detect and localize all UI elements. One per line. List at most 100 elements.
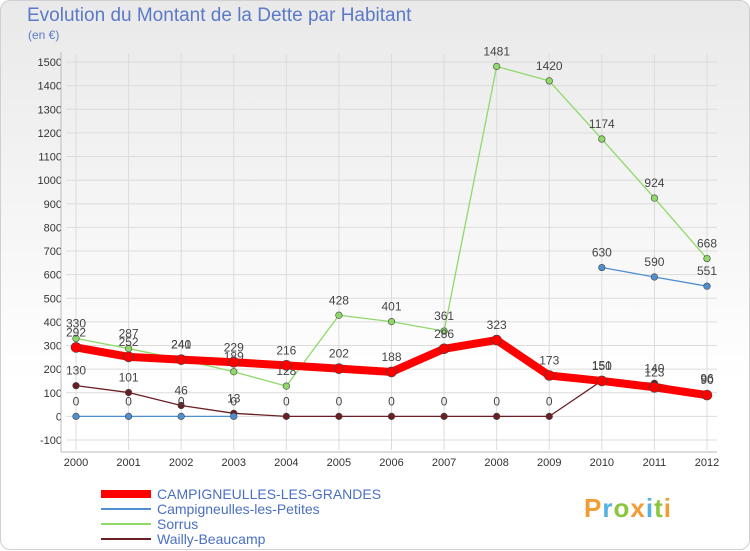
data-label-wailly-beaucamp: 101: [119, 371, 139, 385]
data-point-wailly-beaucamp: [493, 412, 501, 420]
data-point-campigneulles-les-grandes: [596, 375, 608, 387]
legend-swatch: [101, 490, 151, 498]
legend-swatch: [101, 523, 151, 525]
data-label-campigneulles-les-grandes: 240: [171, 338, 191, 352]
data-label-wailly-beaucamp: 151: [592, 359, 612, 373]
data-label-campigneulles-les-grandes: 216: [276, 343, 296, 357]
y-tick-label: 200: [44, 364, 62, 376]
data-point-sorrus: [335, 311, 343, 319]
x-tick-label: 2001: [116, 457, 140, 469]
y-tick-label: 800: [44, 222, 62, 234]
data-label-sorrus: 1174: [589, 117, 615, 131]
data-point-campigneulles-les-grandes: [543, 370, 555, 381]
data-label-wailly-beaucamp: 46: [174, 384, 188, 398]
y-tick-label: 700: [44, 246, 62, 258]
data-label-wailly-beaucamp: 0: [493, 394, 500, 408]
y-tick-label: 1100: [38, 152, 62, 164]
data-label-sorrus: 1420: [536, 59, 563, 73]
x-tick-label: 2002: [169, 457, 193, 469]
x-tick-label: 2012: [695, 457, 719, 469]
data-label-campigneulles-les-petites: 630: [592, 246, 612, 260]
legend-label: Wailly-Beaucamp: [157, 531, 266, 547]
legend-item: Wailly-Beaucamp: [101, 531, 265, 547]
data-label-campigneulles-les-grandes: 150: [592, 359, 612, 373]
data-point-wailly-beaucamp: [440, 412, 448, 420]
data-label-campigneulles-les-petites: 0: [125, 394, 132, 408]
y-tick-label: 600: [44, 270, 62, 282]
data-label-wailly-beaucamp: 130: [66, 364, 86, 378]
data-label-wailly-beaucamp: 140: [644, 361, 664, 375]
data-label-wailly-beaucamp: 0: [546, 394, 553, 408]
data-label-campigneulles-les-grandes: 90: [700, 373, 714, 387]
data-point-campigneulles-les-petites: [72, 412, 80, 420]
y-tick-label: 1300: [38, 104, 62, 116]
data-point-wailly-beaucamp: [387, 412, 396, 420]
data-label-sorrus: 361: [434, 309, 454, 323]
data-label-sorrus: 330: [66, 316, 86, 330]
y-tick-label: -100: [40, 435, 62, 447]
data-point-wailly-beaucamp: [124, 388, 133, 397]
legend-label: Campigneulles-les-Petites: [157, 501, 320, 517]
data-point-campigneulles-les-petites: [177, 412, 185, 420]
data-label-sorrus: 924: [644, 176, 664, 190]
y-tick-label: 0: [56, 411, 62, 423]
data-point-wailly-beaucamp: [72, 382, 80, 390]
data-point-campigneulles-les-grandes: [333, 363, 345, 374]
data-label-sorrus: 401: [381, 300, 401, 314]
data-point-sorrus: [440, 327, 448, 335]
data-point-sorrus: [650, 194, 659, 202]
data-point-campigneulles-les-petites: [650, 273, 659, 281]
data-point-sorrus: [598, 135, 606, 143]
data-point-campigneulles-les-petites: [703, 282, 711, 290]
data-label-campigneulles-les-grandes: 292: [66, 325, 86, 339]
y-tick-label: 900: [44, 199, 62, 211]
data-label-wailly-beaucamp: 96: [700, 372, 714, 386]
x-tick-label: 2005: [327, 457, 351, 469]
data-point-wailly-beaucamp: [177, 401, 185, 410]
data-label-campigneulles-les-grandes: 173: [539, 354, 559, 368]
data-point-campigneulles-les-grandes: [228, 356, 240, 368]
y-tick-label: 1200: [38, 128, 62, 140]
data-label-campigneulles-les-grandes: 202: [329, 347, 349, 361]
data-label-wailly-beaucamp: 13: [227, 391, 241, 405]
data-point-campigneulles-les-grandes: [281, 360, 292, 371]
y-tick-label: 1500: [38, 57, 62, 69]
data-point-campigneulles-les-grandes: [175, 354, 187, 365]
y-tick-label: 400: [44, 317, 62, 329]
data-point-campigneulles-les-grandes: [438, 343, 450, 355]
data-point-campigneulles-les-grandes: [701, 389, 713, 401]
data-label-campigneulles-les-petites: 551: [697, 264, 717, 278]
legend-swatch: [101, 538, 151, 540]
data-label-campigneulles-les-grandes: 286: [434, 327, 454, 341]
legend-item: Campigneulles-les-Petites: [101, 501, 320, 517]
data-label-sorrus: 668: [697, 237, 717, 251]
brand-logo: Proxiti: [584, 493, 672, 523]
data-point-campigneulles-les-grandes: [123, 351, 134, 363]
data-point-sorrus: [493, 62, 501, 71]
data-label-wailly-beaucamp: 0: [336, 394, 343, 408]
data-label-campigneulles-les-grandes: 323: [487, 318, 507, 332]
data-label-sorrus: 241: [171, 337, 191, 351]
data-label-campigneulles-les-petites: 590: [644, 255, 664, 269]
data-point-sorrus: [72, 334, 80, 343]
legend-label: CAMPIGNEULLES-LES-GRANDES: [157, 486, 382, 502]
data-label-wailly-beaucamp: 0: [283, 394, 290, 408]
data-label-campigneulles-les-petites: 0: [178, 394, 185, 408]
legend-label: Sorrus: [157, 516, 199, 532]
data-point-sorrus: [282, 382, 290, 390]
data-label-campigneulles-les-grandes: 123: [644, 365, 664, 379]
data-label-campigneulles-les-grandes: 229: [224, 340, 244, 354]
data-point-wailly-beaucamp: [545, 412, 553, 420]
y-tick-label: 300: [44, 341, 62, 353]
y-tick-label: 100: [44, 388, 62, 400]
data-point-campigneulles-les-grandes: [649, 382, 660, 393]
x-tick-label: 2008: [484, 457, 508, 469]
data-point-sorrus: [703, 254, 711, 263]
legend-swatch: [101, 508, 151, 510]
data-label-campigneulles-les-petites: 0: [230, 394, 237, 408]
x-tick-label: 2000: [64, 457, 88, 469]
data-point-sorrus: [230, 368, 238, 376]
x-tick-label: 2011: [643, 457, 667, 469]
